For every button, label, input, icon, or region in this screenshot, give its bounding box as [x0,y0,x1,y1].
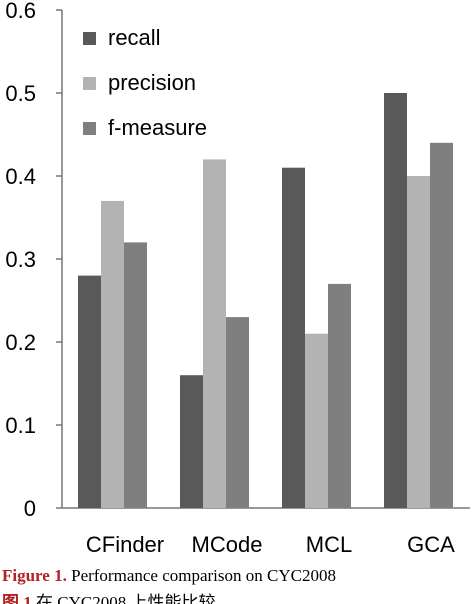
figure-caption-text-cn: 在 CYC2008 上性能比较 [36,593,216,604]
figure-caption: Figure 1. Performance comparison on CYC2… [2,566,336,586]
bar-recall-MCode [180,375,203,508]
legend-swatch-precision [83,77,96,90]
y-tick-label: 0 [24,496,36,521]
y-tick-label: 0.1 [5,413,36,438]
bar-precision-GCA [407,176,430,508]
bar-precision-MCode [203,159,226,508]
bar-f-measure-CFinder [124,242,147,508]
figure-caption-label: Figure 1. [2,566,67,585]
x-category-labels: CFinder MCode MCL GCA [86,532,455,557]
bar-f-measure-MCL [328,283,351,508]
figure-caption-text: Performance comparison on CYC2008 [71,566,336,585]
legend-swatch-f-measure [83,122,96,135]
y-tick-label: 0.6 [5,0,36,23]
legend-swatch-recall [83,32,96,45]
figure-caption-cn: 图 1 在 CYC2008 上性能比较 [2,588,215,604]
figure-caption-label-cn: 图 1 [2,593,32,604]
bar-f-measure-MCode [226,317,249,508]
y-tick-label: 0.2 [5,330,36,355]
x-category-label: MCode [192,532,263,557]
y-tick-labels: 0 0.1 0.2 0.3 0.4 0.5 0.6 [5,0,36,521]
bar-recall-CFinder [78,275,101,508]
bar-chart: 0 0.1 0.2 0.3 0.4 0.5 0.6 CFinder MCode MCL GCA r… [5,0,470,557]
y-tick-label: 0.5 [5,81,36,106]
bar-precision-CFinder [101,200,124,508]
x-category-label: GCA [407,532,455,557]
y-tick-label: 0.3 [5,247,36,272]
y-tick-label: 0.4 [5,164,36,189]
x-category-label: CFinder [86,532,164,557]
legend-label-f-measure: f-measure [108,115,207,140]
legend-label-recall: recall [108,25,161,50]
chart-legend: recall precision f-measure [83,25,207,140]
legend-label-precision: precision [108,70,196,95]
bar-recall-MCL [282,167,305,508]
bar-recall-GCA [384,93,407,508]
chart-bars [78,93,453,509]
x-category-label: MCL [306,532,352,557]
bar-precision-MCL [305,333,328,508]
bar-f-measure-GCA [430,142,453,509]
